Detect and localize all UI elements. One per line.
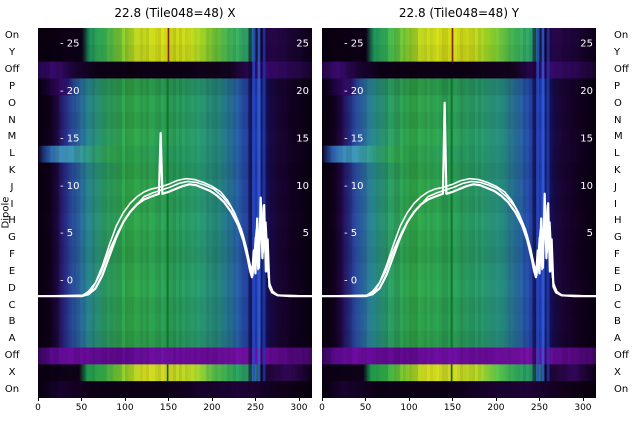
x-tick-label: 300 (290, 403, 308, 413)
dipole-row-label: Off (614, 64, 629, 76)
dipole-row-label: E (614, 265, 621, 277)
x-tick-label: 100 (400, 403, 418, 413)
x-tick-label: 300 (574, 403, 592, 413)
x-tick-mark (539, 398, 541, 401)
x-tick-label: 100 (116, 403, 134, 413)
dipole-row-label: B (8, 316, 16, 328)
subplot-x: 22.8 (Tile048=48) X 0 50 100 150 200 250 300 (35, 0, 312, 440)
dipole-row-label: X (8, 366, 16, 378)
dipole-row-label: Off (4, 349, 20, 361)
subplot-x-title: 22.8 (Tile048=48) X (114, 6, 236, 20)
dipole-row-label: K (8, 164, 16, 176)
heatmap-canvas-x (38, 28, 312, 398)
x-tick-label: 50 (75, 403, 88, 413)
dipole-labels-right: On Y Off P O N M L K J I H G F E D C B A Off X On (612, 0, 640, 440)
x-tick-mark (495, 398, 497, 401)
dipole-row-label: I (10, 198, 14, 210)
dipole-row-label: K (614, 164, 621, 176)
dipole-row-label: J (614, 181, 617, 193)
dipole-row-label: N (8, 114, 16, 126)
x-axis-ticks-y: 0 50 100 150 200 250 300 (319, 398, 596, 420)
x-tick-mark (38, 398, 39, 401)
dipole-row-label: F (9, 249, 15, 261)
x-tick-label: 150 (159, 403, 178, 413)
dipole-row-label: G (614, 232, 622, 244)
dipole-row-label: On (614, 30, 629, 42)
dipole-row-label: L (9, 148, 15, 160)
x-tick-mark (81, 398, 83, 401)
dipole-row-label: Y (614, 47, 621, 59)
dipole-row-label: Off (614, 349, 629, 361)
subplot-y: 22.8 (Tile048=48) Y 0 50 100 150 200 250 300 (319, 0, 596, 440)
dipole-row-label: D (8, 282, 16, 294)
dipole-row-label: H (614, 215, 622, 227)
x-tick-label: 250 (530, 403, 549, 413)
x-tick-mark (168, 398, 170, 401)
dipole-row-label: F (614, 249, 620, 261)
x-tick-mark (322, 398, 323, 401)
x-tick-mark (582, 398, 584, 401)
dipole-labels-left: On Y Off P O N M L K J I H G F E D C B A Off X On (0, 0, 24, 440)
dipole-row-label: I (614, 198, 617, 210)
x-tick-label: 0 (35, 403, 41, 413)
x-tick-mark (211, 398, 213, 401)
x-tick-mark (255, 398, 257, 401)
heatmap-canvas-y (322, 28, 596, 398)
dipole-row-label: On (4, 30, 20, 42)
dipole-row-label: E (8, 265, 16, 277)
x-tick-label: 0 (319, 403, 325, 413)
dipole-row-label: C (614, 299, 621, 311)
dipole-row-label: M (7, 131, 17, 143)
dipole-row-label: P (8, 80, 16, 92)
dipole-row-label: A (614, 333, 621, 345)
dipole-row-label: D (614, 282, 622, 294)
dipole-row-label: Y (8, 47, 16, 59)
x-tick-label: 200 (487, 403, 505, 413)
dipole-row-label: O (614, 97, 622, 109)
dipole-row-label: On (614, 383, 629, 395)
x-tick-mark (408, 398, 410, 401)
x-tick-mark (124, 398, 126, 401)
dipole-row-label: On (4, 383, 20, 395)
dipole-row-label: P (614, 80, 621, 92)
dipole-row-label: C (8, 299, 16, 311)
x-tick-mark (298, 398, 300, 401)
dipole-row-label: X (614, 366, 621, 378)
x-tick-label: 50 (359, 403, 372, 413)
dipole-row-label: M (614, 131, 623, 143)
dipole-row-label: A (8, 333, 16, 345)
subplot-y-title: 22.8 (Tile048=48) Y (398, 6, 520, 20)
dipole-row-label: Off (4, 64, 20, 76)
x-axis-ticks-x: 0 50 100 150 200 250 300 (35, 398, 312, 420)
dipole-row-label: J (10, 181, 14, 193)
x-tick-label: 200 (203, 403, 221, 413)
x-tick-mark (452, 398, 454, 401)
dipole-row-label: N (614, 114, 622, 126)
x-tick-mark (365, 398, 367, 401)
dipole-row-label: B (614, 316, 621, 328)
dipole-row-label: O (8, 97, 16, 109)
dipole-row-label: G (8, 232, 16, 244)
dipole-row-label: H (8, 215, 16, 227)
x-tick-label: 250 (246, 403, 265, 413)
dipole-row-label: L (614, 148, 620, 160)
x-tick-label: 150 (443, 403, 462, 413)
